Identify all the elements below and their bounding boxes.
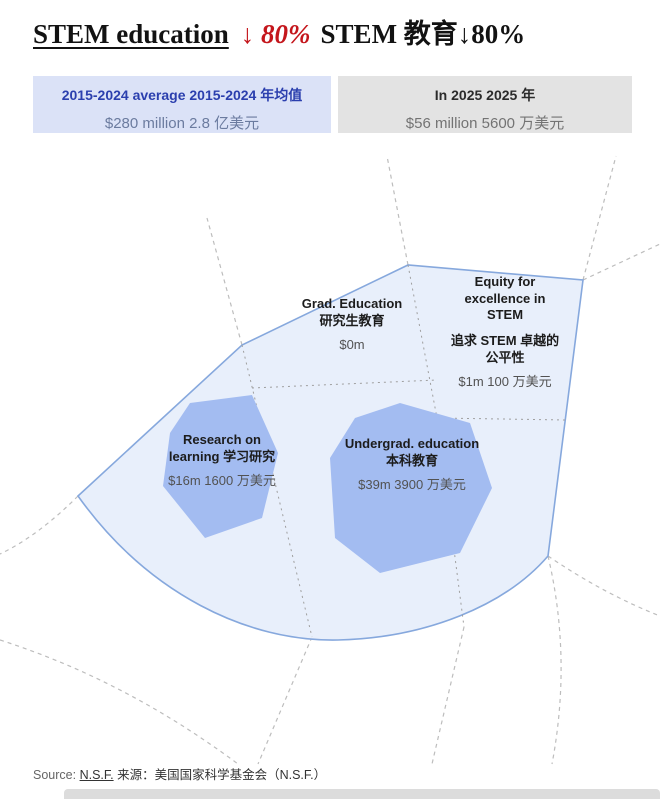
undergrad-value: $39m 3900 万美元 [358, 477, 466, 493]
stat-2025-value: $56 million 5600 万美元 [405, 115, 565, 132]
equity-name-chinese: 追求 STEM 卓越的公平性 [450, 332, 560, 365]
source-line: Source: N.S.F. 来源：美国国家科学基金会（N.S.F.） [33, 764, 326, 783]
stat-box-2025: In 2025 2025 年 $56 million 5600 万美元 [338, 76, 632, 133]
title-link-stem-education[interactable]: STEM education [33, 19, 229, 49]
undergrad-name: Undergrad. education 本科教育 [344, 436, 480, 468]
stat-2025-label: In 2025 2025 年 [434, 87, 536, 103]
cell-label-grad-education: Grad. Education 研究生教育 $0m [299, 296, 405, 354]
grad-education-value: $0m [339, 337, 365, 353]
stat-box-average: 2015-2024 average 2015-2024 年均值 $280 mil… [33, 76, 331, 133]
stat-average-label: 2015-2024 average 2015-2024 年均值 [61, 87, 303, 103]
research-spend-polygon[interactable] [163, 395, 278, 538]
source-prefix: Source: [33, 768, 80, 782]
cell-label-equity: Equity for excellence in STEM 追求 STEM 卓越… [447, 274, 563, 391]
cell-label-undergrad-education: Undergrad. education 本科教育 $39m 3900 万美元 [341, 436, 483, 494]
stat-average-value: $280 million 2.8 亿美元 [104, 115, 260, 132]
undergrad-spend-polygon[interactable] [330, 403, 492, 573]
cell-label-research-on-learning: Research on learning 学习研究 $16m 1600 万美元 [157, 432, 287, 490]
voronoi-chart-canvas [0, 155, 660, 765]
voronoi-treemap-chart: Grad. Education 研究生教育 $0m Equity for exc… [0, 148, 660, 766]
equity-value: $1m 100 万美元 [458, 374, 552, 390]
title-drop-percentage: ↓ 80% [240, 19, 311, 49]
next-card-edge [64, 789, 660, 799]
title-chinese: STEM 教育↓80% [320, 19, 526, 49]
background-grid-lines [0, 155, 660, 765]
source-chinese: 来源：美国国家科学基金会（N.S.F.） [113, 768, 327, 782]
source-link-nsf[interactable]: N.S.F. [79, 768, 114, 782]
grad-education-name: Grad. Education 研究生教育 [301, 296, 403, 328]
research-value: $16m 1600 万美元 [168, 473, 276, 489]
research-name: Research on learning 学习研究 [168, 432, 276, 464]
page-title: STEM education ↓ 80% STEM 教育↓80% [33, 12, 525, 51]
equity-name: Equity for excellence in STEM [464, 274, 546, 323]
